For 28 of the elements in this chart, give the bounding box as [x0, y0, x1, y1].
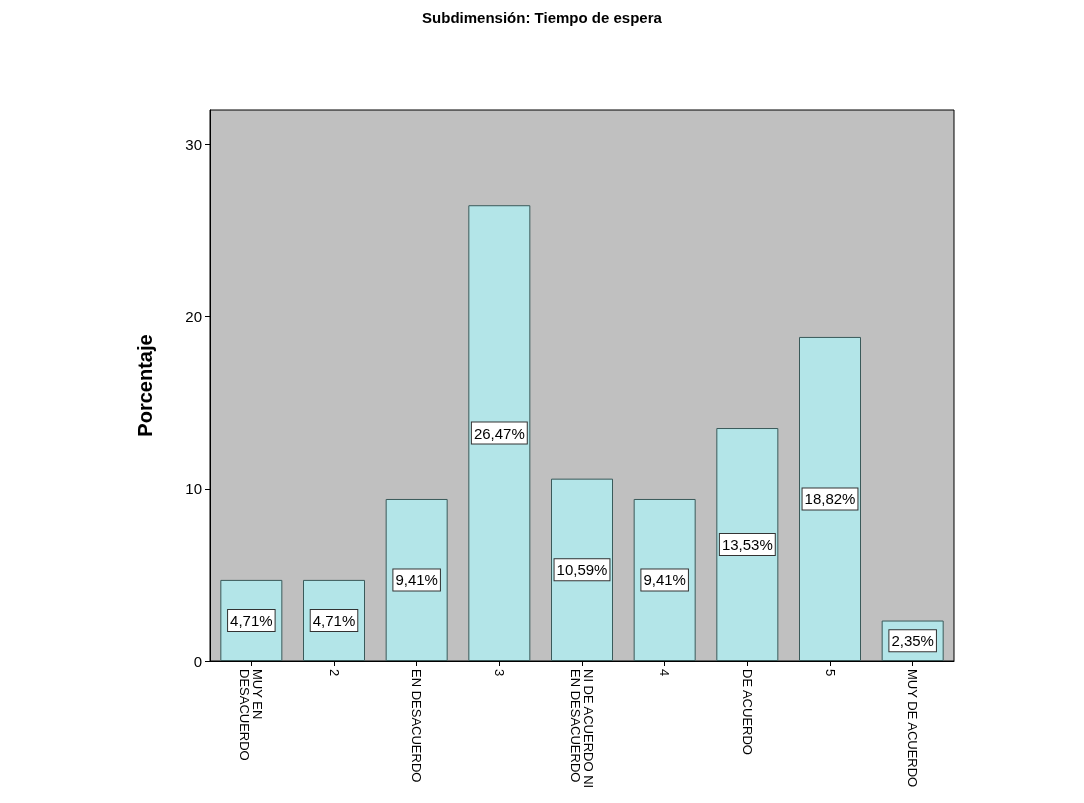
- data-label: 2,35%: [891, 632, 934, 650]
- data-label: 9,41%: [643, 571, 686, 589]
- y-axis-title: Porcentaje: [134, 334, 156, 437]
- data-label: 9,41%: [395, 571, 438, 589]
- x-tick-label: DE ACUERDO: [739, 669, 755, 755]
- data-label: 18,82%: [804, 490, 856, 508]
- bar: [468, 205, 531, 661]
- x-tick-label: 3: [491, 669, 507, 677]
- bar: [716, 428, 779, 661]
- x-tick-label: NI DE ACUERDO NI EN DESACUERDO: [568, 669, 596, 792]
- bar: [551, 478, 613, 661]
- x-tick-label: MUY EN DESACUERDO: [237, 669, 266, 761]
- y-tick-label: 20: [185, 308, 202, 326]
- x-tick-label: MUY DE ACUERDO: [905, 669, 921, 788]
- x-tick-label: 5: [822, 669, 838, 677]
- data-label: 10,59%: [556, 561, 608, 579]
- x-tick-label: EN DESACUERDO: [409, 669, 425, 783]
- data-label: 13,53%: [721, 536, 773, 554]
- data-label: 4,71%: [312, 611, 356, 629]
- data-label: 26,47%: [473, 424, 525, 442]
- y-tick-label: 30: [185, 135, 202, 153]
- chart-title: Subdimensión: Tiempo de espera: [422, 9, 663, 26]
- y-tick-label: 0: [193, 652, 202, 670]
- x-tick-label: 2: [326, 669, 342, 677]
- data-label: 4,71%: [230, 611, 273, 629]
- bar: [799, 336, 861, 661]
- x-tick-label: 4: [657, 669, 673, 677]
- y-tick-label: 10: [185, 480, 202, 498]
